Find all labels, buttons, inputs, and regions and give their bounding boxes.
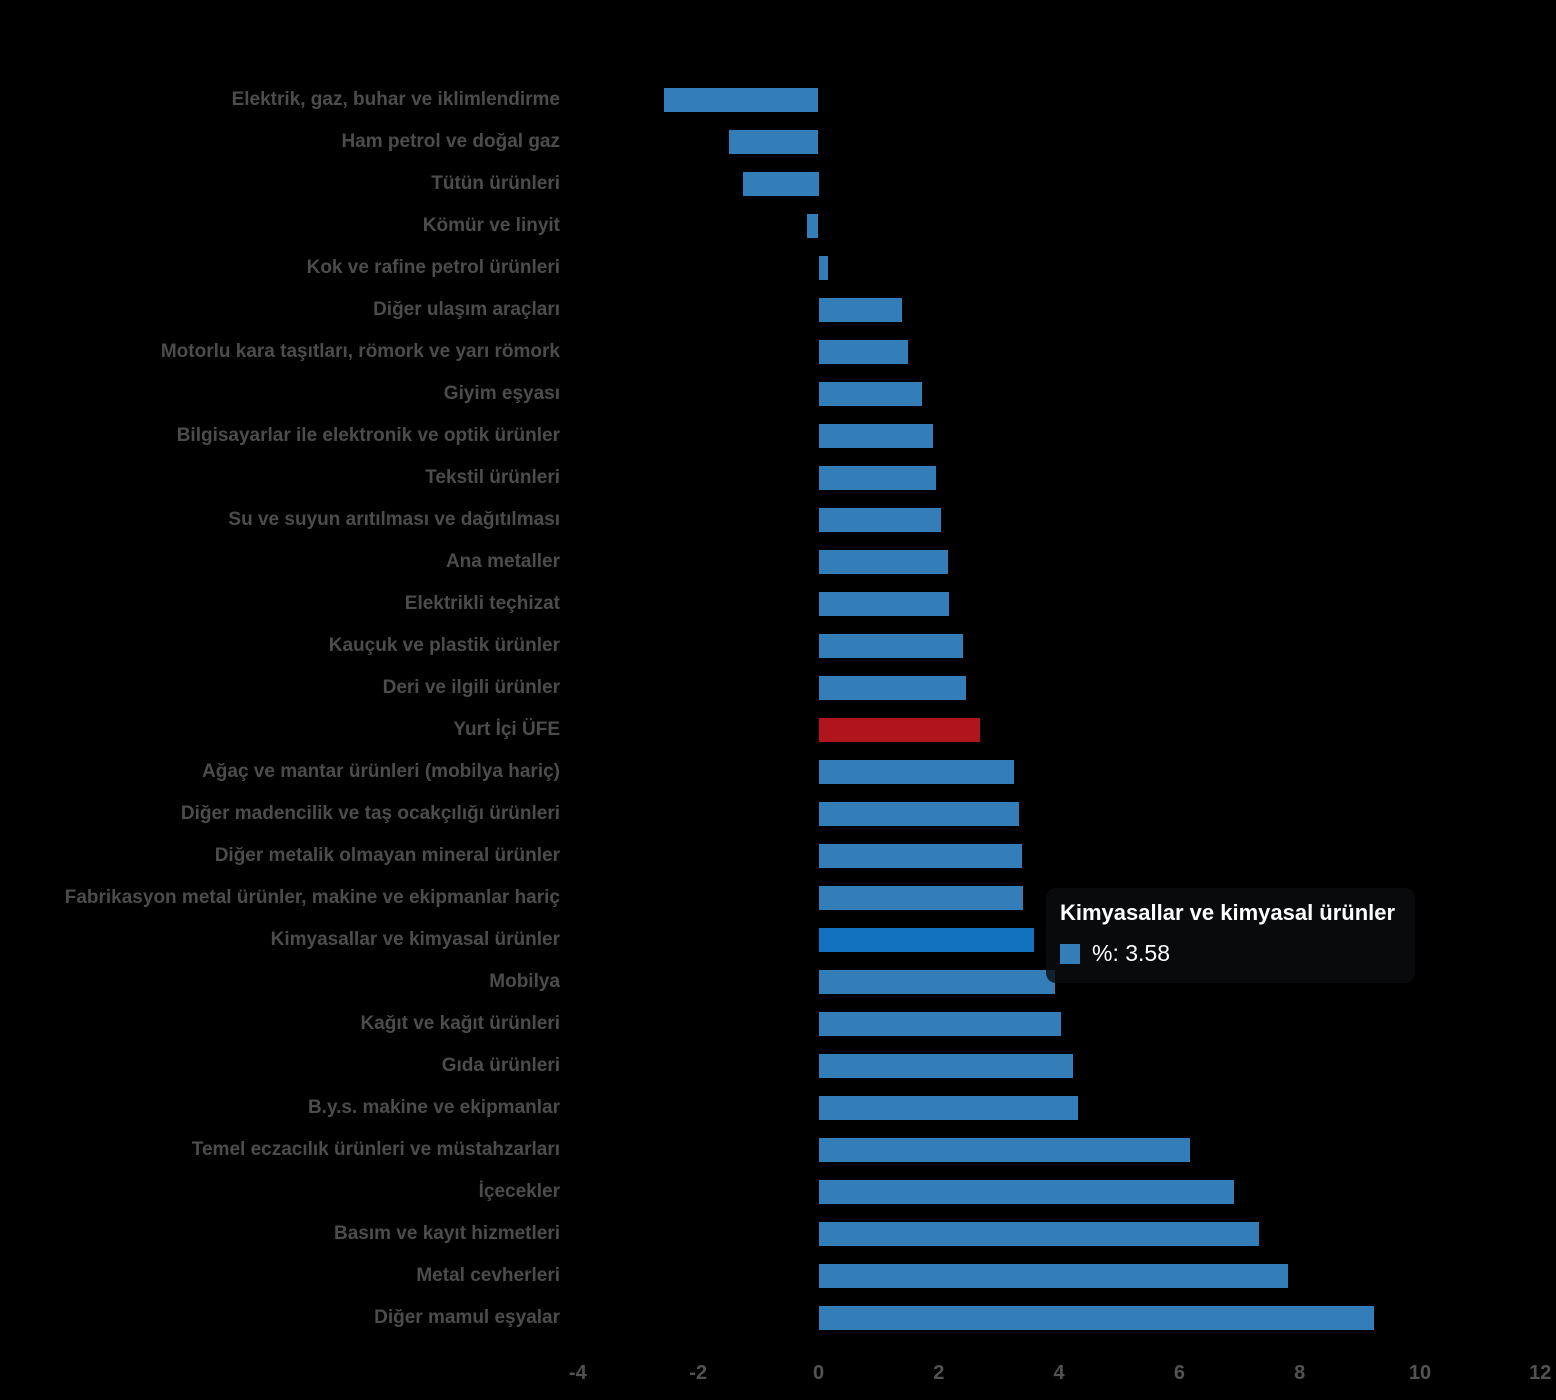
category-label: Motorlu kara taşıtları, römork ve yarı r… xyxy=(160,340,560,362)
category-label: Temel eczacılık ürünleri ve müstahzarlar… xyxy=(191,1139,560,1160)
bar[interactable] xyxy=(818,759,1014,784)
category-label: Ağaç ve mantar ürünleri (mobilya hariç) xyxy=(202,760,560,782)
bar[interactable] xyxy=(818,381,922,406)
bar[interactable] xyxy=(818,465,936,490)
bar[interactable] xyxy=(807,213,819,238)
bar[interactable] xyxy=(818,591,950,616)
bar[interactable] xyxy=(818,675,967,700)
tooltip-value: %: 3.58 xyxy=(1092,940,1170,966)
x-axis-tick-label: -2 xyxy=(689,1362,708,1384)
bar[interactable] xyxy=(663,87,819,112)
bar[interactable] xyxy=(818,1011,1061,1036)
category-label: Metal cevherleri xyxy=(416,1265,560,1287)
x-axis-tick-label: 12 xyxy=(1529,1362,1552,1384)
category-label: İçecekler xyxy=(478,1181,560,1203)
tooltip-value-row: %: 3.58 xyxy=(1060,940,1395,967)
category-label: Kok ve rafine petrol ürünleri xyxy=(306,256,560,278)
category-label: Su ve suyun arıtılması ve dağıtılması xyxy=(228,508,560,530)
category-label: Kimyasallar ve kimyasal ürünler xyxy=(270,928,560,950)
category-label: Elektrikli teçhizat xyxy=(404,592,560,614)
category-label: Kağıt ve kağıt ürünleri xyxy=(360,1012,560,1034)
bar[interactable] xyxy=(818,297,903,322)
x-axis-tick-label: 8 xyxy=(1294,1362,1306,1384)
category-label: Gıda ürünleri xyxy=(441,1054,560,1076)
reference-bar[interactable] xyxy=(818,717,980,742)
category-label: Kauçuk ve plastik ürünler xyxy=(328,634,560,656)
bar[interactable] xyxy=(818,969,1055,994)
category-label: Kömür ve linyit xyxy=(422,214,560,236)
x-axis-tick-label: 6 xyxy=(1173,1362,1185,1384)
bar[interactable] xyxy=(818,423,933,448)
bar[interactable] xyxy=(818,1095,1078,1120)
category-label: Ham petrol ve doğal gaz xyxy=(341,130,560,152)
category-label: Fabrikasyon metal ürünler, makine ve eki… xyxy=(64,886,560,908)
x-axis-tick-label: 2 xyxy=(933,1362,945,1384)
bar[interactable] xyxy=(818,885,1023,910)
bar[interactable] xyxy=(818,255,829,280)
bar[interactable] xyxy=(818,1264,1288,1289)
category-label: Mobilya xyxy=(489,970,560,992)
category-label: Giyim eşyası xyxy=(443,382,560,404)
category-label: Ana metaller xyxy=(445,550,560,572)
tooltip-title: Kimyasallar ve kimyasal ürünler xyxy=(1060,900,1396,925)
bar[interactable] xyxy=(818,1138,1191,1162)
x-axis-tick-label: -4 xyxy=(568,1362,587,1384)
bar[interactable] xyxy=(818,801,1020,826)
bar[interactable] xyxy=(818,549,949,574)
category-label: Bilgisayarlar ile elektronik ve optik ür… xyxy=(176,424,560,446)
category-label: Diğer mamul eşyalar xyxy=(374,1307,560,1329)
tooltip-series-swatch-icon xyxy=(1060,943,1080,964)
category-label: Basım ve kayıt hizmetleri xyxy=(334,1223,560,1245)
x-axis-tick-label: 4 xyxy=(1053,1362,1065,1384)
category-label: B.y.s. makine ve ekipmanlar xyxy=(307,1096,560,1118)
category-label: Deri ve ilgili ürünler xyxy=(382,676,560,698)
x-axis-tick-label: 0 xyxy=(812,1362,825,1384)
bar[interactable] xyxy=(818,1180,1235,1205)
bar[interactable] xyxy=(818,1306,1374,1331)
bar[interactable] xyxy=(818,339,909,364)
category-label: Elektrik, gaz, buhar ve iklimlendirme xyxy=(231,88,560,110)
tooltip: Kimyasallar ve kimyasal ürünler %: 3.58 xyxy=(1046,888,1416,983)
x-axis-tick-label: 10 xyxy=(1408,1362,1432,1384)
bar[interactable] xyxy=(818,843,1022,868)
bar[interactable] xyxy=(743,171,819,196)
bar[interactable] xyxy=(729,129,819,154)
bar[interactable] xyxy=(818,507,942,532)
bar[interactable] xyxy=(818,633,964,658)
category-label: Diğer ulaşım araçları xyxy=(373,298,560,320)
category-label: Tekstil ürünleri xyxy=(425,466,560,488)
category-label: Diğer madencilik ve taş ocakçılığı ürünl… xyxy=(180,802,560,824)
bar[interactable] xyxy=(818,1222,1259,1247)
bar[interactable] xyxy=(818,1053,1073,1078)
bar[interactable] xyxy=(818,927,1034,952)
category-label: Diğer metalik olmayan mineral ürünler xyxy=(214,844,560,866)
category-label: Tütün ürünleri xyxy=(431,172,560,194)
category-label: Yurt İçi ÜFE xyxy=(453,718,560,740)
